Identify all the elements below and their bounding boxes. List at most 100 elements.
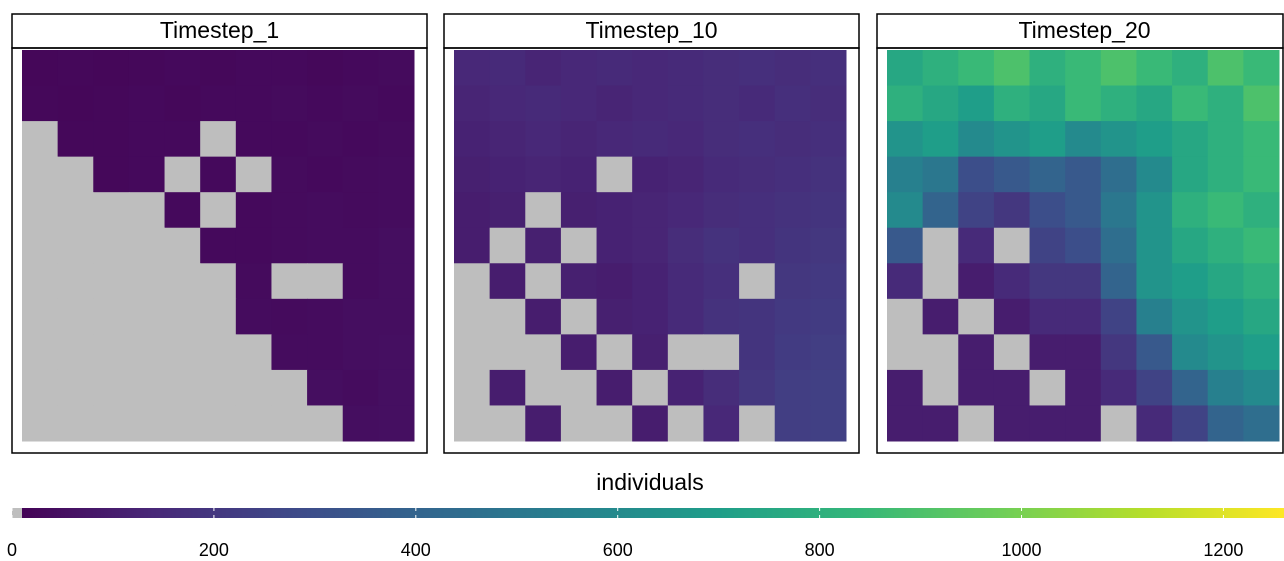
- cell: [1100, 192, 1137, 229]
- cell: [57, 85, 94, 122]
- cell: [378, 298, 415, 335]
- cell: [774, 156, 811, 193]
- cell: [489, 192, 526, 229]
- cell: [632, 156, 669, 193]
- cell: [739, 121, 776, 158]
- cell: [993, 298, 1031, 335]
- cell: [596, 192, 633, 229]
- cell: [1207, 369, 1244, 406]
- cell: [454, 298, 491, 335]
- cell: [200, 227, 237, 264]
- cell: [922, 192, 959, 229]
- cell: [703, 369, 740, 406]
- cell: [1029, 50, 1066, 87]
- cell: [342, 369, 379, 406]
- cell: [525, 369, 562, 406]
- cell: [560, 156, 598, 193]
- cell: [235, 263, 272, 300]
- cell: [271, 192, 308, 229]
- cell: [958, 121, 995, 158]
- cell: [525, 405, 562, 442]
- cell: [57, 50, 94, 87]
- cell: [164, 369, 201, 406]
- cell: [128, 156, 166, 193]
- cell: [22, 50, 59, 87]
- cell: [93, 156, 130, 193]
- colorbar-tick-label: 1000: [1002, 540, 1042, 560]
- cell: [958, 405, 995, 442]
- cell: [887, 121, 924, 158]
- cell: [1136, 369, 1173, 406]
- cell: [1065, 85, 1102, 122]
- cell: [922, 298, 959, 335]
- cell: [560, 334, 598, 371]
- cell: [922, 50, 959, 87]
- cell: [128, 227, 166, 264]
- colorbar-tick-label: 200: [199, 540, 229, 560]
- cell: [235, 50, 272, 87]
- cell: [307, 263, 344, 300]
- cell: [922, 263, 959, 300]
- cell: [235, 369, 272, 406]
- cell: [342, 50, 379, 87]
- cell: [307, 156, 344, 193]
- cell: [810, 369, 847, 406]
- cell: [378, 50, 415, 87]
- cell: [703, 121, 740, 158]
- panel-frame: [11, 47, 428, 454]
- cell: [887, 227, 924, 264]
- cell: [1172, 298, 1209, 335]
- cell: [454, 334, 491, 371]
- cell: [22, 227, 59, 264]
- cell: [164, 227, 201, 264]
- cell: [667, 298, 704, 335]
- cell: [342, 263, 379, 300]
- cell: [596, 121, 633, 158]
- cell: [1136, 121, 1173, 158]
- cell: [378, 334, 415, 371]
- cell: [596, 334, 633, 371]
- cell: [271, 405, 308, 442]
- cell: [1243, 192, 1280, 229]
- cell: [1065, 50, 1102, 87]
- cell: [57, 156, 94, 193]
- cell: [525, 121, 562, 158]
- cell: [596, 369, 633, 406]
- cell: [739, 334, 776, 371]
- cell: [774, 263, 811, 300]
- cell: [774, 192, 811, 229]
- cell: [235, 121, 272, 158]
- panel-title: Timestep_10: [585, 17, 717, 43]
- cell: [632, 369, 669, 406]
- cell: [1243, 369, 1280, 406]
- cell: [922, 405, 959, 442]
- cell: [632, 192, 669, 229]
- cell: [128, 263, 166, 300]
- cell: [378, 85, 415, 122]
- colorbar-tick-label: 0: [7, 540, 17, 560]
- colorbar-tick-label: 1200: [1203, 540, 1243, 560]
- cell: [922, 156, 959, 193]
- cell: [57, 298, 94, 335]
- cell: [271, 263, 308, 300]
- cell: [454, 263, 491, 300]
- cell: [22, 334, 59, 371]
- cell: [164, 85, 201, 122]
- cell: [489, 369, 526, 406]
- cell: [378, 156, 415, 193]
- cell: [993, 85, 1031, 122]
- cell: [667, 156, 704, 193]
- cell: [128, 121, 166, 158]
- cell: [1172, 405, 1209, 442]
- cell: [1029, 192, 1066, 229]
- cell: [1065, 334, 1102, 371]
- cell: [22, 369, 59, 406]
- cell: [887, 192, 924, 229]
- cell: [93, 263, 130, 300]
- cell: [57, 369, 94, 406]
- cell: [93, 227, 130, 264]
- cell: [235, 334, 272, 371]
- cell: [993, 156, 1031, 193]
- cell: [887, 50, 924, 87]
- cell: [128, 192, 166, 229]
